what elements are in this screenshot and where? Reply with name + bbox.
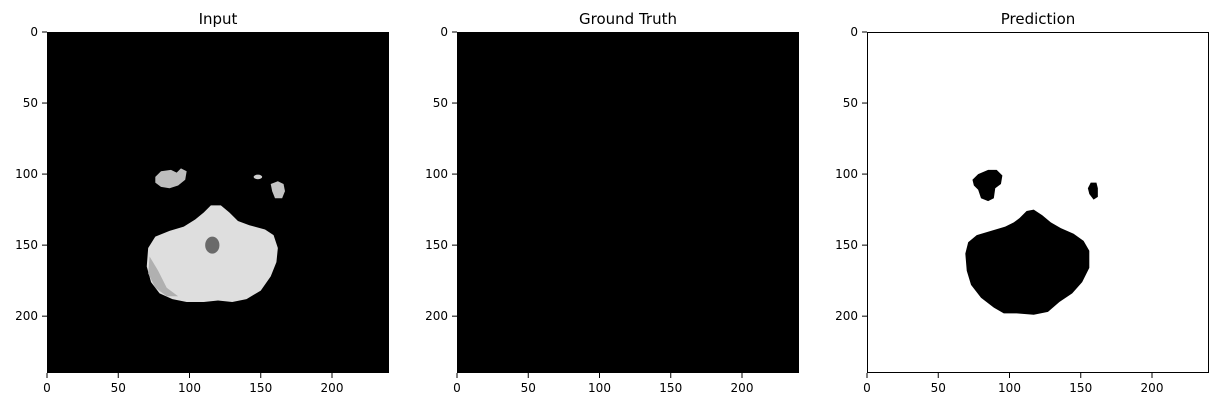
- x-tick-label: 200: [1141, 381, 1164, 395]
- y-tick-label: 0: [850, 25, 858, 39]
- x-tick-label: 150: [249, 381, 272, 395]
- y-tick-label: 200: [15, 309, 38, 323]
- blob-right-small: [253, 174, 263, 180]
- panel-2-image: [457, 32, 799, 373]
- y-tick-label: 100: [15, 167, 38, 181]
- x-tick-label: 50: [521, 381, 536, 395]
- panel-title: Input: [199, 10, 238, 28]
- panel-1: Input 0 50 100 150 200 0 50 100 150 200: [15, 10, 389, 395]
- brain-hole: [205, 236, 220, 254]
- x-tick-label: 50: [111, 381, 126, 395]
- y-tick-label: 150: [835, 238, 858, 252]
- y-tick-label: 50: [843, 96, 858, 110]
- x-tick-label: 200: [321, 381, 344, 395]
- x-tick-label: 150: [1069, 381, 1092, 395]
- x-tick-label: 0: [43, 381, 51, 395]
- panel-3: Prediction 0 50 100 150 200 0 50 100 150 200: [835, 10, 1209, 395]
- pred-blob-left: [972, 169, 1003, 202]
- x-tick-label: 150: [659, 381, 682, 395]
- blob-left: [155, 168, 187, 189]
- panel-2: Ground Truth 0 50 100 150 200 0 50 100 150 200: [425, 10, 799, 395]
- x-tick-label: 100: [178, 381, 201, 395]
- y-tick-label: 150: [15, 238, 38, 252]
- panel-frame: [867, 32, 1209, 373]
- y-tick-label: 50: [433, 96, 448, 110]
- x-tick-label: 0: [453, 381, 461, 395]
- panel-1-image: [47, 32, 389, 373]
- x-tick-label: 100: [588, 381, 611, 395]
- y-tick-label: 100: [835, 167, 858, 181]
- y-tick-label: 100: [425, 167, 448, 181]
- y-tick-label: 0: [440, 25, 448, 39]
- pred-blob-right: [1087, 182, 1098, 200]
- panel-title: Prediction: [1001, 10, 1076, 28]
- pred-body: [965, 209, 1090, 315]
- panel-title: Ground Truth: [579, 10, 677, 28]
- y-tick-label: 50: [23, 96, 38, 110]
- blob-right: [270, 181, 285, 199]
- panel-3-image: [867, 32, 1209, 373]
- x-tick-label: 200: [731, 381, 754, 395]
- brain-shade: [148, 256, 179, 297]
- x-tick-label: 50: [931, 381, 946, 395]
- x-tick-label: 0: [863, 381, 871, 395]
- y-tick-label: 200: [835, 309, 858, 323]
- y-tick-label: 150: [425, 238, 448, 252]
- y-tick-label: 200: [425, 309, 448, 323]
- x-tick-label: 100: [998, 381, 1021, 395]
- y-tick-label: 0: [30, 25, 38, 39]
- panel-frame: [47, 32, 389, 373]
- panel-frame: [457, 32, 799, 373]
